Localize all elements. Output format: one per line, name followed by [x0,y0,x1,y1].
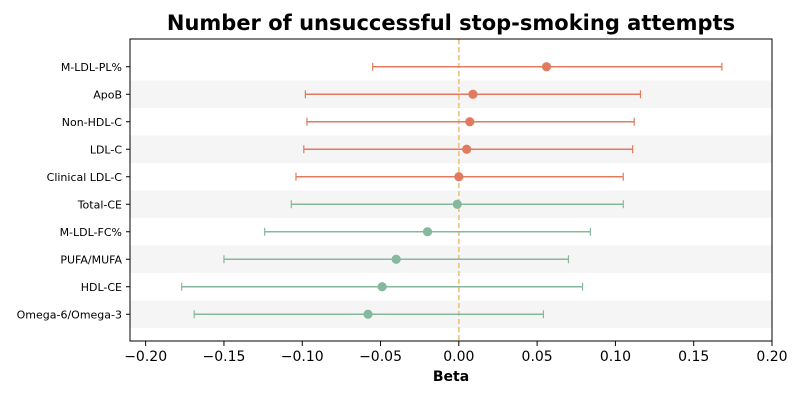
x-tick-label: −0.05 [359,349,402,365]
y-tick-label: M-LDL-PL% [61,61,122,74]
y-axis-labels: M-LDL-PL% ApoB Non-HDL-C LDL-C Clinical LDL-… [17,61,130,321]
estimate-point [363,309,373,319]
y-tick-label: HDL-CE [81,281,122,294]
plot-frame [129,38,773,342]
x-tick-label: −0.15 [202,349,245,365]
y-tick-label: PUFA/MUFA [60,253,122,266]
x-tick-label: −0.10 [281,349,324,365]
x-tick-label: 0.05 [522,349,553,365]
x-tick-label: 0.10 [600,349,631,365]
estimate-point [465,117,475,127]
y-tick-label: LDL-C [90,143,123,156]
x-tick-label: −0.20 [124,349,167,365]
estimate-point [391,254,401,264]
x-tick-label: 0.20 [756,349,787,365]
estimate-point [454,172,464,182]
x-axis-label: Beta [433,369,469,385]
x-tick-label: 0.15 [678,349,709,365]
y-tick-label: M-LDL-FC% [60,226,122,239]
y-tick-label: Clinical LDL-C [47,171,123,184]
x-axis: −0.20 −0.15 −0.10 −0.05 0.00 0.05 0.10 0.15 0.20 [124,341,788,365]
y-tick-label: Total-CE [77,198,122,211]
estimate-point [377,282,387,292]
estimate-point [452,199,462,209]
chart-title: Number of unsuccessful stop-smoking atte… [167,11,735,35]
estimate-points [363,62,552,319]
estimate-point [541,62,552,72]
x-tick-label: 0.00 [443,349,474,365]
estimate-point [468,89,478,99]
estimate-point [422,227,433,237]
y-tick-label: Non-HDL-C [62,116,123,129]
y-tick-label: ApoB [93,88,122,101]
estimate-point [462,144,472,154]
y-tick-label: Omega-6/Omega-3 [17,308,122,321]
